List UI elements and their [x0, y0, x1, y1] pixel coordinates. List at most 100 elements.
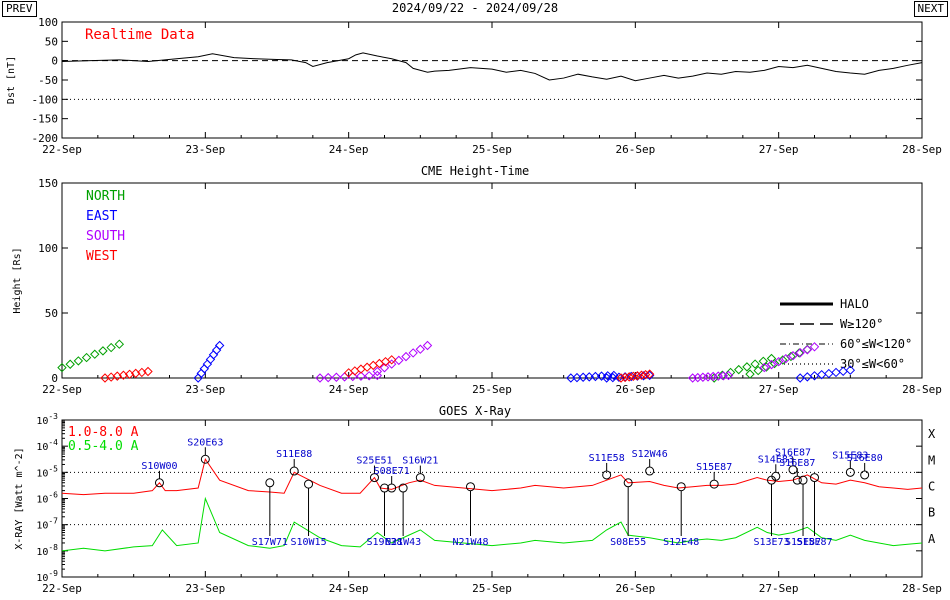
xray-class-label: X	[928, 427, 936, 441]
dst-xtick-label: 24-Sep	[329, 143, 369, 156]
cme-point-west	[106, 372, 116, 382]
flare-label: S15E87	[785, 537, 821, 548]
cme-xtick-label: 24-Sep	[329, 383, 369, 396]
dst-ytick-label: 0	[51, 55, 58, 68]
cme-point-north	[73, 356, 84, 366]
flare-label: S12E48	[663, 537, 699, 548]
cme-legend-south: SOUTH	[86, 229, 125, 244]
dst-ylabel: Dst [nT]	[6, 56, 17, 104]
cme-point-east	[609, 370, 619, 381]
flare-marker	[709, 479, 719, 489]
flare-marker	[304, 479, 314, 489]
cme-point-west	[620, 372, 630, 383]
cme-point-east	[211, 345, 222, 355]
cme-ytick-label: 150	[38, 177, 58, 190]
cme-point-east	[602, 371, 613, 381]
cme-point-south	[781, 353, 791, 364]
flare-label: S13E73	[753, 537, 789, 548]
cme-point-east	[199, 364, 210, 374]
dst-ytick-label: 50	[45, 35, 58, 48]
cme-point-east	[208, 350, 219, 360]
cme-point-south	[802, 345, 813, 355]
cme-point-east	[578, 372, 588, 382]
xray-xtick-label: 28-Sep	[902, 582, 942, 595]
cme-point-south	[386, 359, 397, 369]
xray-xtick-label: 27-Sep	[759, 582, 799, 595]
flare-label: S11E88	[276, 449, 312, 460]
cme-point-west	[137, 367, 147, 378]
cme-point-south	[698, 372, 708, 382]
cme-point-west	[118, 370, 129, 380]
xray-class-label: C	[928, 479, 935, 493]
xray-xtick-label: 25-Sep	[472, 582, 512, 595]
dst-ytick-label: -200	[32, 132, 59, 145]
cme-point-west	[100, 373, 110, 383]
cme-xtick-label: 25-Sep	[472, 383, 512, 396]
cme-point-south	[809, 342, 820, 352]
xray-ytick-label: 10-6	[36, 491, 58, 506]
cme-point-west	[640, 369, 651, 380]
cme-point-east	[845, 365, 856, 375]
flare-label: S16E87	[779, 458, 815, 469]
cme-point-south	[703, 372, 713, 382]
cme-point-east	[584, 372, 594, 382]
flare-marker	[645, 466, 655, 476]
cme-xtick-label: 22-Sep	[42, 383, 82, 396]
flare-label: S25E51	[356, 456, 392, 467]
cme-point-south	[713, 371, 723, 381]
cme-point-north	[758, 356, 769, 366]
xray-legend-xray_long: 1.0-8.0 A	[68, 425, 139, 440]
flare-label: N21W43	[385, 537, 421, 548]
cme-point-south	[687, 373, 698, 383]
xray-series-xray_long	[61, 458, 923, 496]
cme-legend-east: EAST	[86, 209, 117, 224]
cme-legend-west: WEST	[86, 249, 117, 264]
cme-legend-label-1: W≥120°	[840, 317, 883, 331]
cme-point-south	[394, 355, 404, 366]
flare-label: S16E87	[775, 448, 811, 459]
cme-point-south	[773, 356, 784, 367]
cme-point-south	[723, 370, 734, 381]
cme-point-north	[753, 365, 763, 376]
cme-point-east	[831, 367, 841, 378]
date-range-title: 2024/09/22 - 2024/09/28	[391, 1, 559, 15]
cme-point-west	[386, 355, 397, 365]
cme-point-south	[372, 370, 383, 381]
flare-label: S10W00	[141, 461, 177, 472]
xray-legend-xray_short: 0.5-4.0 A	[68, 439, 139, 454]
dst-xtick-label: 25-Sep	[472, 143, 512, 156]
cme-title: CME Height-Time	[421, 164, 529, 178]
prev-button[interactable]: PREV	[2, 1, 37, 17]
flare-label: S16W21	[402, 456, 438, 467]
cme-xtick-label: 28-Sep	[902, 383, 942, 396]
flare-label: S10W15	[290, 537, 326, 548]
cme-point-west	[624, 372, 634, 382]
cme-point-west	[143, 366, 153, 377]
dst-series-line	[61, 52, 923, 82]
dst-ytick-label: -150	[32, 113, 59, 126]
dst-xtick-label: 27-Sep	[759, 143, 799, 156]
cme-point-north	[98, 346, 108, 356]
flare-label: S16E80	[847, 453, 883, 464]
cme-point-south	[415, 344, 426, 354]
cme-xtick-label: 27-Sep	[759, 383, 799, 396]
cme-point-east	[601, 373, 612, 383]
cme-point-south	[795, 348, 805, 358]
cme-point-east	[572, 372, 582, 383]
xray-ytick-label: 10-4	[36, 438, 58, 453]
xray-ylabel: X-RAY [Watt m^-2]	[14, 447, 25, 549]
cme-point-south	[401, 351, 411, 362]
cme-point-east	[590, 371, 601, 382]
flare-label: S08E71	[374, 466, 410, 477]
cme-point-south	[408, 348, 418, 358]
xray-xtick-label: 26-Sep	[615, 582, 655, 595]
cme-legend-north: NORTH	[86, 189, 125, 204]
flare-label: S15E87	[796, 537, 832, 548]
cme-point-west	[628, 371, 638, 382]
next-button[interactable]: NEXT	[913, 1, 948, 17]
cme-point-north	[769, 358, 780, 369]
cme-point-west	[131, 368, 141, 379]
dst-realtime-annotation: Realtime Data	[85, 27, 195, 43]
cme-point-west	[124, 369, 135, 379]
